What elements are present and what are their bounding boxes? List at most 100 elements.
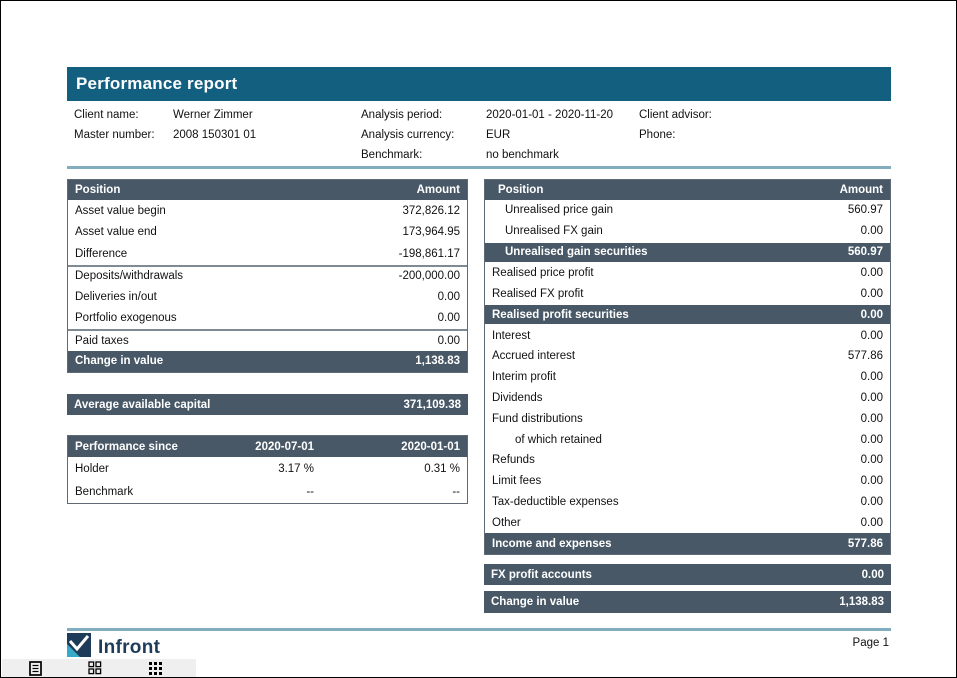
- table-row: Interim profit 0.00: [485, 366, 890, 388]
- table-row: Benchmark -- --: [68, 480, 467, 503]
- subtotal-label: Unrealised gain securities: [505, 246, 648, 259]
- row-label: Interest: [492, 329, 531, 342]
- row-label: Unrealised FX gain: [505, 225, 603, 238]
- column-header-amount: Amount: [839, 184, 883, 196]
- row-label: Paid taxes: [75, 334, 129, 347]
- grid-3x3-icon[interactable]: [147, 661, 163, 677]
- table-row: Asset value end 173,964.95: [68, 221, 467, 243]
- subtotal-amount: 577.86: [847, 537, 883, 550]
- realised-profit-subtotal-row: Realised profit securities 0.00: [485, 304, 890, 326]
- performance-table: Performance since 2020-07-01 2020-01-01 …: [67, 435, 468, 504]
- value-table-header: Position Amount: [68, 180, 467, 200]
- table-row: of which retained 0.00: [485, 429, 890, 450]
- report-title: Performance report: [76, 74, 238, 93]
- row-label: Benchmark: [75, 485, 134, 498]
- row-amount: 0.00: [860, 329, 883, 342]
- table-row: Realised FX profit 0.00: [485, 283, 890, 305]
- table-row: Limit fees 0.00: [485, 470, 890, 492]
- table-row: Interest 0.00: [485, 325, 890, 346]
- viewer-toolbar: [2, 659, 196, 677]
- change-in-value-total-row: Change in value 1,138.83: [68, 350, 467, 372]
- analysis-period-label: Analysis period:: [361, 109, 443, 121]
- row-amount: 0.00: [860, 287, 883, 300]
- header-divider: [67, 166, 891, 169]
- fx-profit-accounts-bar: FX profit accounts 0.00: [484, 564, 891, 585]
- row-label: Portfolio exogenous: [75, 312, 177, 325]
- table-row: Dividends 0.00: [485, 387, 890, 409]
- row-label: of which retained: [515, 433, 602, 446]
- row-label: Interim profit: [492, 371, 556, 384]
- column-header-position: Position: [75, 184, 121, 196]
- row-amount: 0.00: [860, 433, 883, 446]
- unrealised-gain-subtotal-row: Unrealised gain securities 560.97: [485, 241, 890, 263]
- row-amount: -198,861.17: [398, 247, 460, 260]
- table-row: Unrealised FX gain 0.00: [485, 220, 890, 242]
- row-value-2: --: [452, 485, 460, 498]
- subtotal-label: Realised profit securities: [492, 308, 629, 321]
- analysis-period-value: 2020-01-01 - 2020-11-20: [486, 109, 614, 121]
- column-header-date-2: 2020-01-01: [401, 440, 460, 453]
- detail-table: Position Amount Unrealised price gain 56…: [484, 179, 891, 556]
- table-row: Fund distributions 0.00: [485, 408, 890, 430]
- performance-table-header: Performance since 2020-07-01 2020-01-01: [68, 436, 467, 457]
- master-number-value: 2008 150301 01: [173, 129, 257, 141]
- row-amount: 0.00: [860, 495, 883, 508]
- document-outline-icon[interactable]: [28, 661, 44, 677]
- grand-total-label: Change in value: [491, 596, 580, 608]
- row-amount: 577.86: [847, 350, 883, 363]
- value-table: Position Amount Asset value begin 372,82…: [67, 179, 468, 373]
- client-name-value: Werner Zimmer: [173, 109, 253, 121]
- grand-total-amount: 1,138.83: [839, 596, 884, 608]
- row-label: Asset value begin: [75, 204, 166, 217]
- table-row: Deposits/withdrawals -200,000.00: [68, 264, 467, 286]
- brand-name: Infront: [98, 636, 161, 658]
- row-amount: 0.00: [437, 290, 460, 303]
- row-value-1: 3.17 %: [278, 462, 314, 475]
- table-row: Accrued interest 577.86: [485, 345, 890, 367]
- fx-profit-label: FX profit accounts: [491, 568, 592, 581]
- row-amount: 0.00: [860, 391, 883, 404]
- row-label: Tax-deductible expenses: [492, 495, 619, 508]
- table-row: Unrealised price gain 560.97: [485, 200, 890, 221]
- footer-divider: [67, 628, 891, 631]
- row-amount: 0.00: [860, 225, 883, 238]
- fx-profit-amount: 0.00: [861, 568, 884, 581]
- row-amount: 0.00: [437, 334, 460, 347]
- grid-2x2-icon[interactable]: [87, 661, 103, 677]
- row-amount: 173,964.95: [402, 226, 460, 239]
- row-amount: 0.00: [860, 454, 883, 467]
- infront-logo-icon: [67, 633, 91, 662]
- master-number-label: Master number:: [74, 129, 155, 141]
- detail-table-header: Position Amount: [485, 180, 890, 200]
- total-amount: 1,138.83: [415, 355, 460, 367]
- column-header-position: Position: [498, 184, 544, 196]
- column-header-date-1: 2020-07-01: [255, 440, 314, 453]
- change-in-value-grand-total-bar: Change in value 1,138.83: [484, 591, 891, 613]
- row-amount: 560.97: [847, 204, 883, 217]
- row-label: Deposits/withdrawals: [75, 270, 184, 283]
- column-header-performance-since: Performance since: [75, 440, 178, 453]
- client-advisor-label: Client advisor:: [639, 109, 712, 121]
- table-row: Other 0.00: [485, 512, 890, 534]
- table-row: Holder 3.17 % 0.31 %: [68, 457, 467, 480]
- row-value-2: 0.31 %: [424, 462, 460, 475]
- row-label: Other: [492, 516, 521, 529]
- subtotal-label: Income and expenses: [492, 537, 612, 550]
- row-label: Unrealised price gain: [505, 204, 614, 217]
- total-label: Change in value: [75, 355, 164, 367]
- row-value-1: --: [306, 485, 314, 498]
- table-row: Deliveries in/out 0.00: [68, 286, 467, 308]
- income-expenses-subtotal-row: Income and expenses 577.86: [485, 533, 890, 555]
- row-label: Holder: [75, 462, 109, 475]
- row-label: Accrued interest: [492, 350, 576, 363]
- analysis-currency-label: Analysis currency:: [361, 129, 455, 141]
- row-label: Deliveries in/out: [75, 290, 157, 303]
- row-label: Asset value end: [75, 226, 157, 239]
- benchmark-label: Benchmark:: [361, 149, 423, 161]
- average-capital-bar: Average available capital 371,109.38: [67, 394, 468, 415]
- benchmark-value: no benchmark: [486, 149, 559, 161]
- phone-label: Phone:: [639, 129, 676, 141]
- row-amount: 372,826.12: [402, 204, 460, 217]
- brand-logo: Infront: [67, 633, 160, 662]
- row-amount: 0.00: [860, 475, 883, 488]
